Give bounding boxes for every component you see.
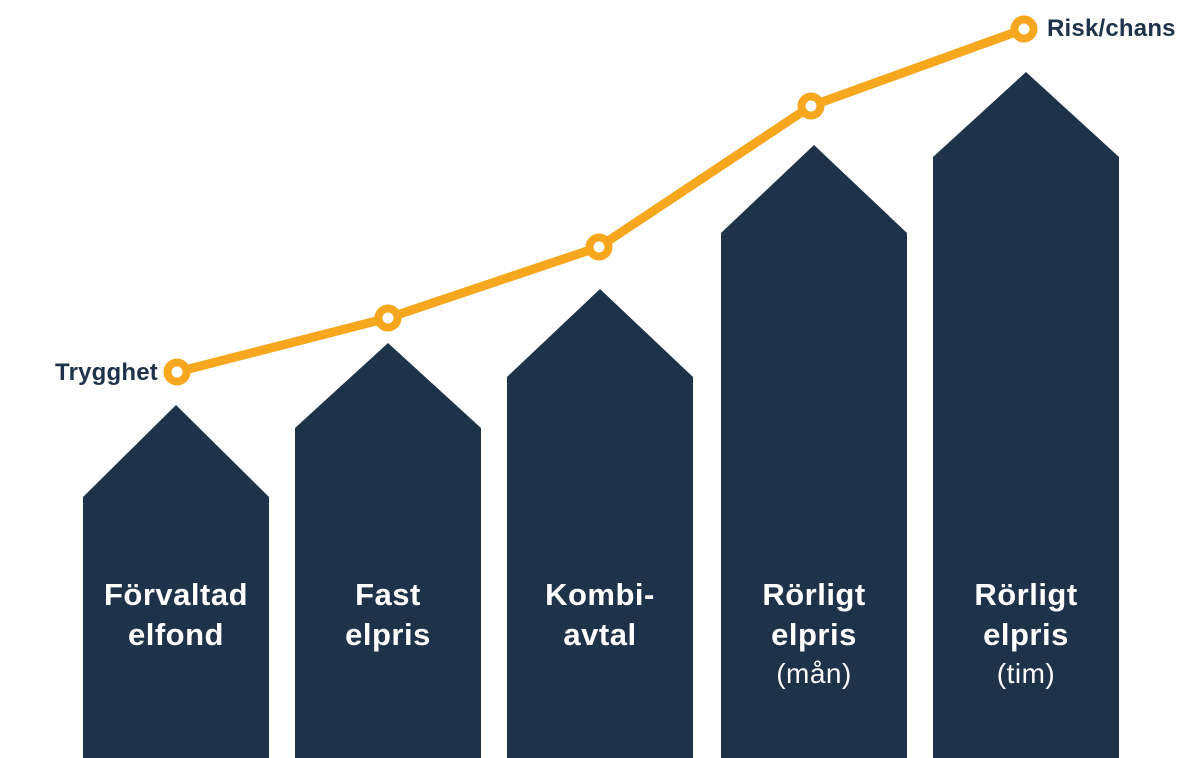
bar-label-forvaltad-elfond: Förvaltad elfond [83,575,269,655]
bar-label-rorligt-elpris-tim: Rörligt elpris (tim) [933,575,1119,692]
bar-label-line: elpris [983,617,1069,652]
bar-label-line: Rörligt [974,577,1078,612]
bar-label-fast-elpris: Fast elpris [295,575,481,655]
bar-fast-elpris [295,343,481,758]
bar-label-line: elfond [128,617,224,652]
trygghet-label: Trygghet [55,359,158,386]
bar-label-line: elpris [345,617,431,652]
risk-chans-label: Risk/chans [1047,15,1176,42]
bar-sublabel: (tim) [996,658,1056,689]
bar-kombi-avtal [507,289,693,758]
bar-label-rorligt-elpris-man: Rörligt elpris (mån) [721,575,907,692]
bar-label-line: avtal [563,617,637,652]
bar-label-line: Fast [355,577,421,612]
line-marker [797,92,825,120]
bar-label-line: elpris [771,617,857,652]
line-marker [374,304,402,332]
bar-sublabel: (mån) [776,658,852,689]
line-marker [163,358,191,386]
bar-label-line: Kombi- [545,577,655,612]
line-marker [585,233,613,261]
bar-label-line: Förvaltad [103,577,249,612]
line-marker [1010,15,1038,43]
bar-label-kombi-avtal: Kombi-avtal [507,575,693,655]
bar-label-line: Rörligt [762,577,866,612]
